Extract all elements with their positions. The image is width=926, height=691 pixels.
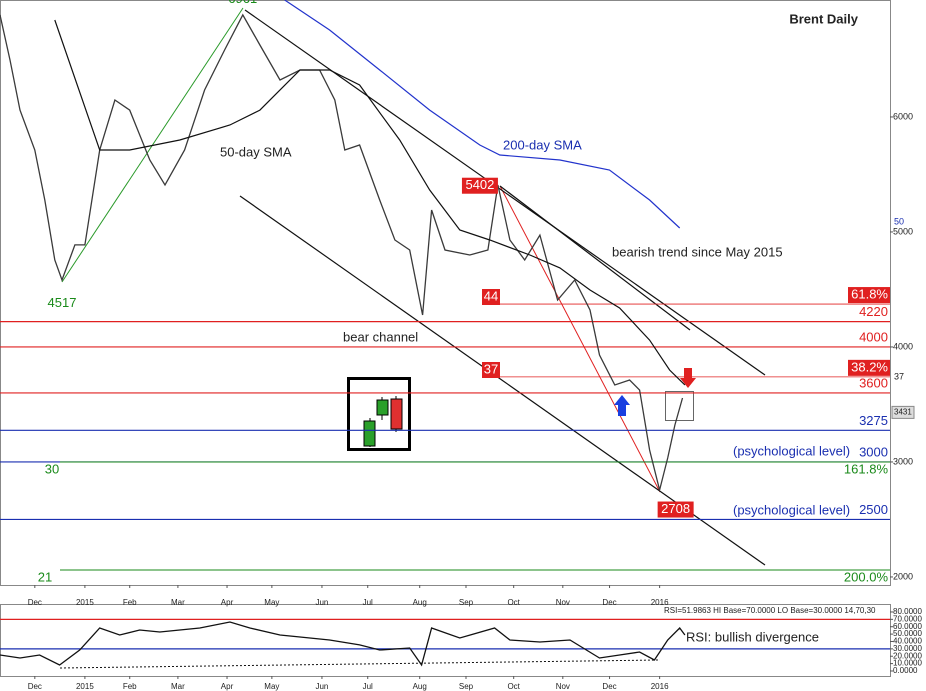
- y-tick-label: 6000: [893, 111, 913, 121]
- price-label: 6961: [228, 0, 257, 6]
- axis-marker: 50: [894, 216, 904, 226]
- up-arrow: [614, 395, 630, 416]
- label-bg: [657, 501, 694, 518]
- candle-inset: [347, 377, 411, 451]
- x-tick-label: Oct: [507, 598, 520, 607]
- x-tick-label: Aug: [413, 598, 427, 607]
- x-tick-label: Mar: [171, 682, 185, 691]
- annotation: (psychological level): [733, 443, 850, 458]
- series-line: [54, 19, 686, 386]
- price-label: 5402: [465, 177, 494, 192]
- sma-label: 50-day SMA: [220, 144, 292, 159]
- x-tick-label: Apr: [221, 598, 234, 607]
- annotation: bear channel: [343, 329, 418, 344]
- x-tick-label: Sep: [459, 598, 474, 607]
- x-tick-label: Dec: [28, 682, 42, 691]
- rsi-header: RSI=51.9863 HI Base=70.0000 LO Base=30.0…: [664, 606, 876, 615]
- x-tick-label: 2016: [651, 682, 669, 691]
- x-tick-label: Aug: [413, 682, 427, 691]
- side-label: 30: [45, 461, 59, 476]
- x-tick-label: Jul: [363, 598, 373, 607]
- fib-label-bg: [848, 359, 890, 376]
- y-tick-label: 30.0000: [893, 644, 922, 653]
- y-tick-label: 10.0000: [893, 659, 922, 668]
- x-tick-label: Feb: [123, 682, 137, 691]
- fib-label: 161.8%: [844, 461, 889, 476]
- level-label: 3600: [859, 375, 888, 390]
- side-label: 44: [484, 288, 498, 303]
- sma-label: 200-day SMA: [503, 137, 582, 152]
- x-tick-label: Nov: [556, 682, 570, 691]
- annotation: bearish trend since May 2015: [612, 244, 783, 259]
- x-tick-label: 2015: [76, 682, 94, 691]
- y-tick-label: 50.0000: [893, 629, 922, 638]
- x-tick-label: Dec: [602, 598, 616, 607]
- x-tick-label: Jun: [315, 682, 328, 691]
- fib-label-bg: [848, 287, 890, 304]
- level-label: 4000: [859, 329, 888, 344]
- series-line: [284, 0, 681, 229]
- side-label: 21: [38, 569, 52, 584]
- y-tick-label: 3000: [893, 456, 913, 466]
- down-arrow: [680, 368, 696, 388]
- x-tick-label: Apr: [221, 682, 234, 691]
- axis-marker: 37: [894, 371, 904, 381]
- chart-title: Brent Daily: [789, 11, 858, 26]
- y-tick-label: 5000: [893, 226, 913, 236]
- y-tick-label: 70.0000: [893, 614, 922, 623]
- price-label: 4517: [48, 295, 77, 310]
- fib-label: 61.8%: [851, 286, 888, 301]
- y-tick-label: 40.0000: [893, 637, 922, 646]
- y-tick-label: 60.0000: [893, 622, 922, 631]
- main-panel: [0, 0, 891, 586]
- side-label: 37: [484, 361, 498, 376]
- trend-line: [499, 185, 691, 331]
- level-label: 4220: [859, 304, 888, 319]
- fib-line: [499, 185, 661, 493]
- level-label: 3275: [859, 413, 888, 428]
- x-tick-label: Jun: [315, 598, 328, 607]
- series-line: [0, 13, 684, 491]
- level-label: 2500: [859, 502, 888, 517]
- x-tick-label: 2016: [651, 598, 669, 607]
- x-tick-label: Feb: [123, 598, 137, 607]
- x-tick-label: Oct: [507, 682, 520, 691]
- x-tick-label: May: [264, 598, 279, 607]
- x-tick-label: Mar: [171, 598, 185, 607]
- x-tick-label: Sep: [459, 682, 474, 691]
- y-tick-label: 2000: [893, 571, 913, 581]
- label-bg: [482, 289, 500, 305]
- x-tick-label: May: [264, 682, 279, 691]
- price-label: 2708: [661, 501, 690, 516]
- x-tick-label: Dec: [602, 682, 616, 691]
- y-tick-label: 20.0000: [893, 651, 922, 660]
- last-price-bg: [891, 405, 915, 419]
- label-bg: [461, 177, 498, 194]
- level-label: 3000: [859, 444, 888, 459]
- fib-label: 200.0%: [844, 569, 889, 584]
- y-tick-label: 4000: [893, 341, 913, 351]
- fib-label: 38.2%: [851, 359, 888, 374]
- x-tick-label: Nov: [556, 598, 570, 607]
- label-bg: [482, 362, 500, 378]
- y-tick-label: 0.0000: [893, 666, 918, 675]
- x-tick-label: 2015: [76, 598, 94, 607]
- y-tick-label: 80.0000: [893, 607, 922, 616]
- series-line: [0, 621, 686, 667]
- rsi-panel: [0, 604, 891, 677]
- annotation: RSI: bullish divergence: [686, 629, 819, 644]
- divergence-line: [59, 659, 661, 669]
- annotation: (psychological level): [733, 502, 850, 517]
- x-tick-label: Dec: [28, 598, 42, 607]
- x-tick-label: Jul: [363, 682, 373, 691]
- last-price: 3431: [894, 407, 912, 416]
- highlight-box: [665, 391, 694, 421]
